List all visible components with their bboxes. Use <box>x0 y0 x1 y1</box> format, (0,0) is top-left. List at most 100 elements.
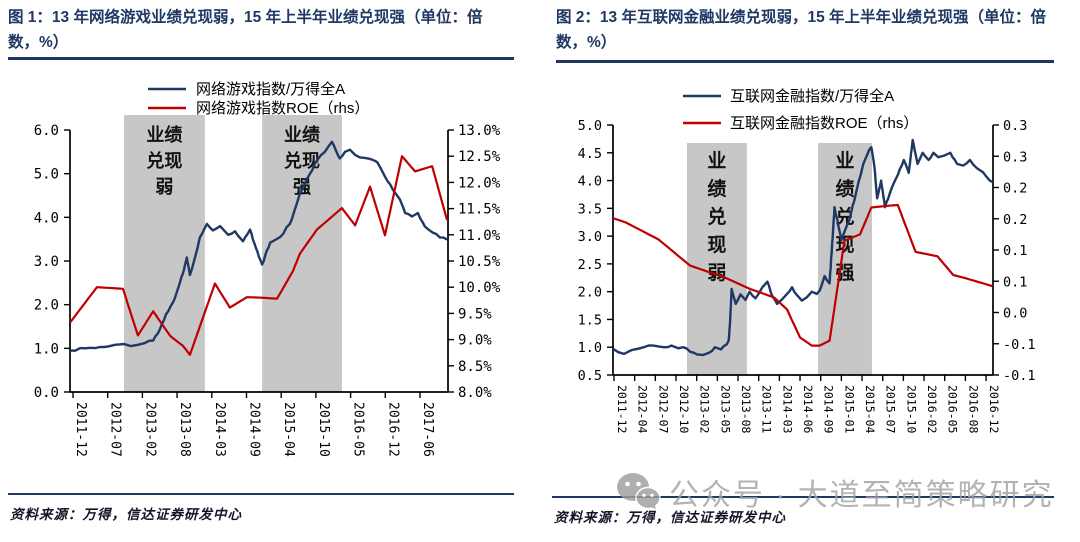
figure-2-source-rule <box>552 496 1054 498</box>
left-tick-label: 4.5 <box>578 146 602 162</box>
band-label: 弱 <box>155 177 173 197</box>
figure-1-title-rule <box>8 57 514 60</box>
legend-label: 互联网金融指数ROE（rhs） <box>730 115 918 132</box>
x-tick-label: 2013-11 <box>760 385 774 434</box>
band-label: 强 <box>293 177 311 197</box>
right-tick-label: 8.5% <box>458 359 492 375</box>
right-tick-label: 9.5% <box>458 306 492 322</box>
right-tick-label: 12.5% <box>458 149 501 165</box>
x-tick-label: 2012-07 <box>108 402 123 457</box>
legend-label: 互联网金融指数/万得全A <box>730 87 894 105</box>
right-tick-label: 0.3 <box>1003 118 1027 134</box>
left-tick-label: 1.0 <box>34 341 59 357</box>
x-tick-label: 2015-01 <box>842 385 856 434</box>
band-label: 弱 <box>707 262 726 284</box>
figure-1-panel: 图 1：13 年网络游戏业绩兑现弱，15 年上半年业绩兑现强（单位：倍数，%） … <box>8 9 514 522</box>
series-line-0 <box>70 140 448 352</box>
band-label: 现 <box>707 234 726 256</box>
series-line-0 <box>612 138 994 357</box>
right-tick-label: 0.1 <box>1003 274 1027 290</box>
left-tick-label: 1.5 <box>578 312 602 328</box>
band-label: 业绩 <box>146 124 182 145</box>
x-tick-label: 2012-10 <box>677 385 691 434</box>
figure-2-chart: 业绩兑现弱业绩兑现强5.04.54.03.53.02.52.01.51.00.5… <box>578 87 1036 434</box>
band-label: 业 <box>835 150 854 172</box>
figure-1-title: 图 1：13 年网络游戏业绩兑现弱，15 年上半年业绩兑现强（单位：倍数，%） <box>8 9 483 51</box>
right-tick-label: 0.2 <box>1003 181 1027 197</box>
x-tick-label: 2015-07 <box>884 385 898 434</box>
right-tick-label: 8.0% <box>458 385 492 401</box>
left-tick-label: 4.0 <box>578 174 602 190</box>
left-tick-label: 5.0 <box>578 118 602 134</box>
right-tick-label: 0.0 <box>1003 306 1027 322</box>
x-tick-label: 2011-12 <box>73 402 88 457</box>
x-tick-label: 2012-04 <box>636 385 650 434</box>
right-tick-label: 10.5% <box>458 254 501 270</box>
x-tick-label: 2016-05 <box>351 402 366 457</box>
band-label: 兑现 <box>146 150 182 171</box>
x-tick-label: 2016-12 <box>987 385 1001 433</box>
series-line-1 <box>612 203 994 347</box>
x-tick-label: 2016-02 <box>925 385 939 433</box>
left-tick-label: 4.0 <box>34 210 59 226</box>
x-tick-label: 2014-09 <box>822 385 836 434</box>
left-tick-label: 3.0 <box>34 254 59 270</box>
right-tick-label: 9.0% <box>458 333 492 349</box>
x-tick-label: 2013-02 <box>142 402 157 457</box>
right-tick-label: 12.0% <box>458 175 501 191</box>
x-tick-label: 2016-12 <box>385 402 400 457</box>
figure-1-source-rule <box>8 493 514 495</box>
left-tick-label: 1.0 <box>578 340 602 356</box>
x-tick-label: 2014-03 <box>212 402 227 457</box>
band-label: 绩 <box>707 177 726 200</box>
x-tick-label: 2015-04 <box>863 385 877 434</box>
left-tick-label: 2.5 <box>578 257 602 273</box>
left-tick-label: 2.0 <box>34 298 59 314</box>
x-tick-label: 2016-08 <box>966 385 980 434</box>
right-tick-label: 10.0% <box>458 280 501 296</box>
left-tick-label: 0.5 <box>578 368 602 384</box>
left-tick-label: 3.5 <box>578 201 602 217</box>
band-label: 绩 <box>835 177 854 200</box>
series-line-1 <box>69 155 449 356</box>
x-tick-label: 2015-10 <box>904 385 918 434</box>
right-tick-label: 0.2 <box>1003 212 1027 228</box>
legend-label: 网络游戏指数/万得全A <box>196 80 345 98</box>
right-tick-label: 11.5% <box>458 202 501 218</box>
x-tick-label: 2016-05 <box>946 385 960 433</box>
highlight-band <box>818 143 872 375</box>
figure-2-panel: 图 2：13 年互联网金融业绩兑现弱，15 年上半年业绩兑现强（单位：倍数，%）… <box>540 0 1080 542</box>
x-tick-label: 2014-03 <box>780 385 794 434</box>
figure-2-title-rule <box>556 60 1054 63</box>
left-tick-label: 3.0 <box>578 229 602 245</box>
right-tick-label: 11.0% <box>458 228 501 244</box>
right-tick-label: 0.3 <box>1003 149 1027 165</box>
figure-1-source: 资料来源：万得，信达证券研发中心 <box>10 507 242 522</box>
figure-2-source: 资料来源：万得，信达证券研发中心 <box>554 510 786 525</box>
band-label: 兑现 <box>284 150 320 171</box>
figure-1-chart: 业绩兑现弱 业绩兑现强 6.0 5.0 4.0 3.0 2.0 1.0 0.0 13.0% 12.5… <box>34 80 501 457</box>
right-tick-label: 0.1 <box>1003 243 1027 259</box>
x-tick-label: 2013-05 <box>718 385 732 433</box>
x-tick-label: 2014-06 <box>801 385 815 434</box>
highlight-band <box>262 115 342 392</box>
figure-2-title: 图 2：13 年互联网金融业绩兑现弱，15 年上半年业绩兑现强（单位：倍数，%） <box>556 9 1047 51</box>
left-tick-label: 2.0 <box>578 285 602 301</box>
legend-label: 网络游戏指数ROE（rhs） <box>196 100 369 117</box>
left-tick-label: 0.0 <box>34 385 59 401</box>
x-tick-label: 2015-10 <box>316 402 331 457</box>
left-tick-label: 6.0 <box>34 123 59 139</box>
highlight-band <box>686 143 747 375</box>
band-label: 业绩 <box>284 124 320 145</box>
x-tick-label: 2012-07 <box>656 385 670 434</box>
x-tick-label: 2015-04 <box>281 402 296 457</box>
x-tick-label: 2017-06 <box>420 402 435 457</box>
x-tick-label: 2013-08 <box>177 402 192 457</box>
left-tick-label: 5.0 <box>34 167 59 183</box>
right-tick-label: -0.1 <box>1003 337 1036 353</box>
band-label: 兑 <box>707 205 726 228</box>
x-tick-label: 2013-08 <box>739 385 753 434</box>
x-tick-label: 2014-09 <box>247 402 262 457</box>
band-label: 兑 <box>835 205 854 228</box>
